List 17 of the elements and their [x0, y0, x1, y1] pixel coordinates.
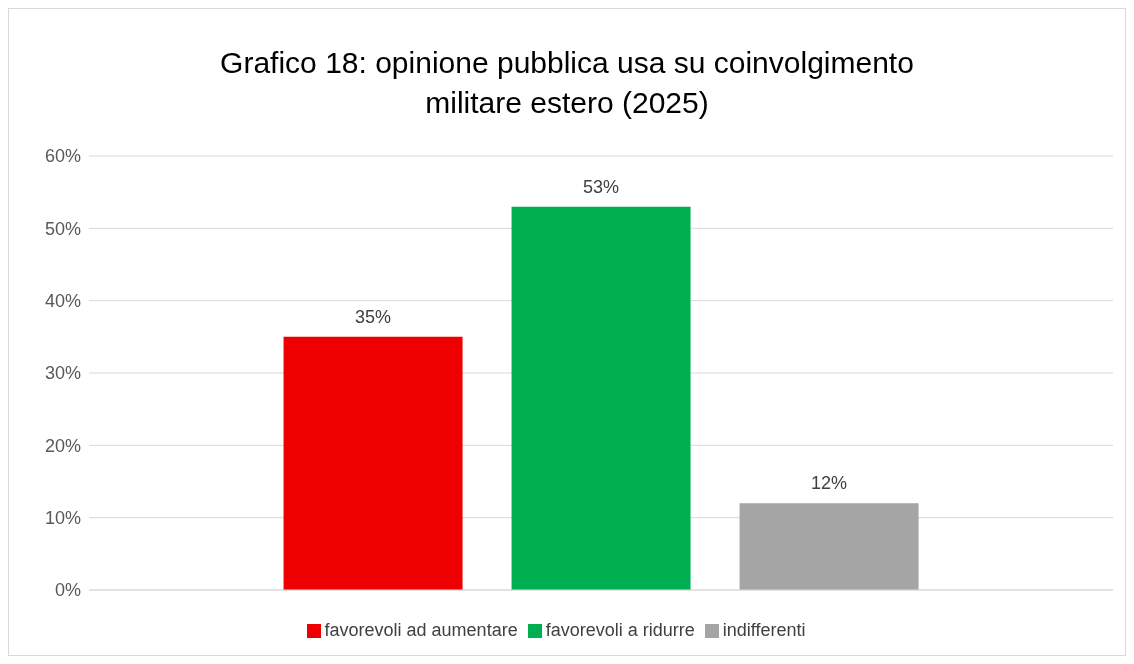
legend-label: favorevoli ad aumentare	[324, 620, 518, 640]
y-tick-label: 60%	[44, 146, 81, 167]
bar	[283, 336, 463, 590]
data-label: 53%	[583, 176, 620, 197]
y-tick-label: 10%	[44, 508, 81, 529]
bar	[739, 503, 919, 590]
legend-label: indifferenti	[722, 620, 806, 640]
y-tick-label: 50%	[44, 218, 81, 239]
bar	[511, 206, 691, 590]
chart-title: Grafico 18: opinione pubblica usa su coinvolgimento militare estero (2025)	[219, 45, 915, 121]
y-tick-label: 0%	[54, 580, 81, 601]
y-tick-label: 30%	[44, 363, 81, 384]
y-tick-label: 40%	[44, 291, 81, 312]
y-tick-label: 20%	[44, 435, 81, 456]
data-label: 12%	[811, 473, 848, 494]
data-label: 35%	[355, 306, 392, 327]
legend-label: favorevoli a ridurre	[545, 620, 695, 640]
